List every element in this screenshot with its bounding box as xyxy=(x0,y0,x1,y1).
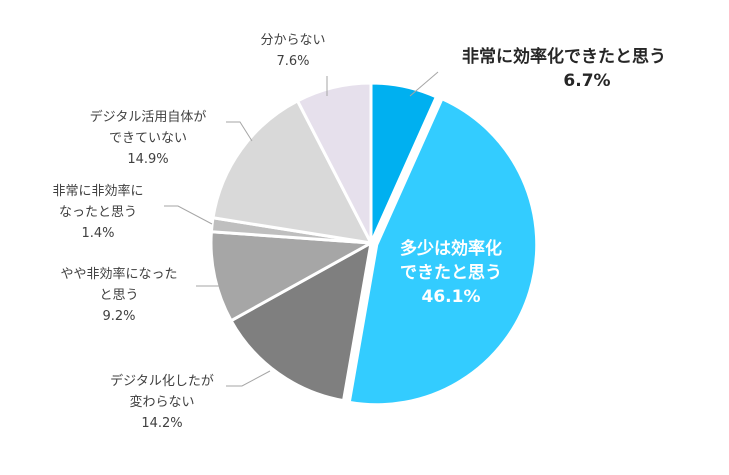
slice-labels: 非常に効率化できたと思う 6.7% 多少は効率化できたと思う 46.1% デジタル化した… xyxy=(52,33,666,431)
slice-value: 14.9% xyxy=(127,152,168,167)
pie-slices xyxy=(209,81,539,407)
slice-label-5: デジタル活用自体ができていない 14.9% xyxy=(90,109,207,167)
slice-label-1: 多少は効率化できたと思う 46.1% xyxy=(400,238,502,307)
leader-line-0 xyxy=(409,71,439,97)
slice-label-line: 非常に非効率に xyxy=(52,183,143,199)
slice-label-6: 分からない 7.6% xyxy=(260,33,325,69)
leader-line-5 xyxy=(226,121,253,142)
slice-value: 7.6% xyxy=(276,54,309,69)
slice-value: 14.2% xyxy=(141,416,182,431)
slice-value: 9.2% xyxy=(102,309,135,324)
leader-line-2 xyxy=(226,370,271,387)
pie-slice-3 xyxy=(209,230,377,323)
leader-lines xyxy=(164,71,439,387)
slice-label-line: やや非効率になった xyxy=(60,266,177,282)
slice-label-line: 分からない xyxy=(260,33,325,48)
slice-value: 46.1% xyxy=(422,287,481,307)
slice-label-line: デジタル化したが xyxy=(110,373,214,389)
slice-label-line: できたと思う xyxy=(400,263,502,283)
pie-slice-5 xyxy=(211,98,374,245)
slice-label-4: 非常に非効率になったと思う 1.4% xyxy=(52,183,143,241)
leader-line-4 xyxy=(164,205,213,225)
slice-label-line: できていない xyxy=(109,131,187,146)
slice-label-line: と思う xyxy=(99,288,138,303)
slice-value: 6.7% xyxy=(563,71,610,91)
slice-label-line: 非常に効率化できたと思う xyxy=(462,46,666,67)
slice-label-line: デジタル活用自体が xyxy=(90,109,207,125)
slice-label-line: 変わらない xyxy=(129,394,194,410)
slice-label-3: やや非効率になったと思う 9.2% xyxy=(60,266,177,324)
pie-slice-2 xyxy=(229,240,374,403)
slice-value: 1.4% xyxy=(81,226,114,241)
slice-label-0: 非常に効率化できたと思う 6.7% xyxy=(462,46,666,91)
pie-slice-1 xyxy=(347,96,539,407)
pie-slice-6 xyxy=(295,81,373,244)
slice-label-line: 多少は効率化 xyxy=(400,238,502,259)
slice-label-line: なったと思う xyxy=(59,205,137,220)
slice-label-2: デジタル化したが変わらない 14.2% xyxy=(110,373,214,431)
